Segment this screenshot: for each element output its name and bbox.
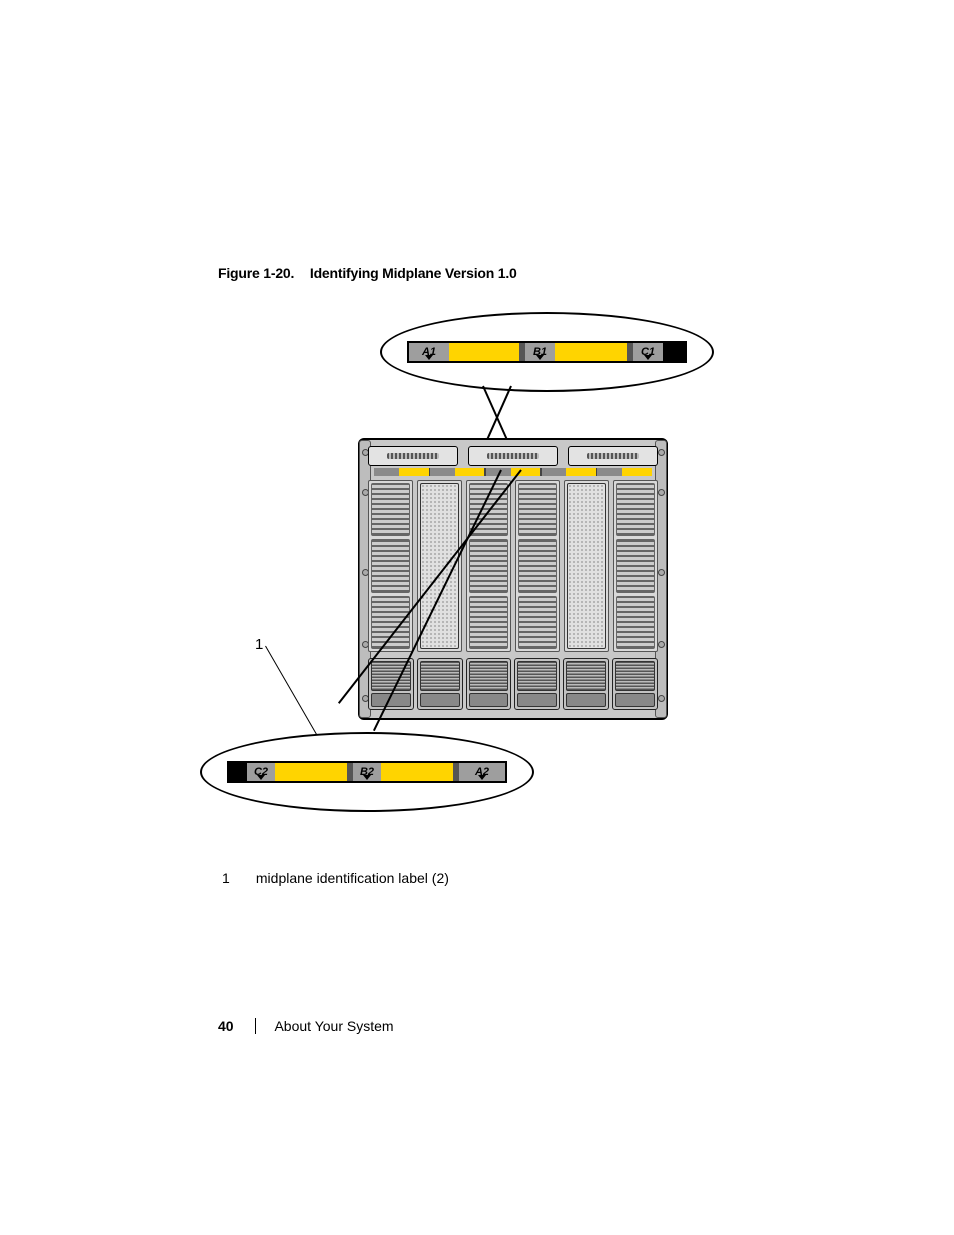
slot-1 bbox=[368, 480, 413, 652]
figure-caption: Figure 1-20. Identifying Midplane Versio… bbox=[218, 265, 517, 281]
strip-bottom-a2: A2 bbox=[459, 763, 505, 781]
strip-top-end bbox=[663, 343, 685, 361]
legend-row-text: midplane identification label (2) bbox=[256, 870, 449, 886]
page-number: 40 bbox=[218, 1018, 234, 1034]
psu-4 bbox=[514, 658, 560, 710]
diagram: A1 B1 C1 bbox=[210, 300, 750, 840]
strip-bottom-yellow-1 bbox=[275, 763, 347, 781]
slot-2-io bbox=[417, 480, 462, 652]
slot-5-io bbox=[564, 480, 609, 652]
callout-leader bbox=[265, 646, 325, 746]
strip-top-b1: B1 bbox=[525, 343, 555, 361]
callout-number: 1 bbox=[255, 636, 263, 653]
strip-bottom-yellow-2 bbox=[381, 763, 453, 781]
strip-top-yellow-2 bbox=[555, 343, 627, 361]
header-module-3 bbox=[568, 446, 658, 466]
mini-label-strip bbox=[374, 468, 652, 476]
detail-bubble-top: A1 B1 C1 bbox=[380, 312, 714, 392]
psu-5 bbox=[563, 658, 609, 710]
slot-6 bbox=[613, 480, 658, 652]
figure-number: Figure 1-20. bbox=[218, 265, 294, 281]
header-module-2 bbox=[468, 446, 558, 466]
strip-top-c1: C1 bbox=[633, 343, 663, 361]
page: Figure 1-20. Identifying Midplane Versio… bbox=[0, 0, 954, 1235]
footer-section: About Your System bbox=[255, 1018, 393, 1034]
slot-row bbox=[368, 480, 658, 652]
strip-bottom-c2: C2 bbox=[247, 763, 275, 781]
legend-row-num: 1 bbox=[222, 870, 252, 886]
slot-4 bbox=[515, 480, 560, 652]
psu-3 bbox=[466, 658, 512, 710]
psu-row bbox=[368, 658, 658, 710]
strip-bottom-b2: B2 bbox=[353, 763, 381, 781]
psu-6 bbox=[612, 658, 658, 710]
detail-bubble-bottom: C2 B2 A2 bbox=[200, 732, 534, 812]
chassis-diagram bbox=[358, 438, 668, 720]
footer: 40 About Your System bbox=[218, 1018, 394, 1034]
legend: 1 midplane identification label (2) bbox=[222, 870, 449, 886]
psu-1 bbox=[368, 658, 414, 710]
figure-title: Identifying Midplane Version 1.0 bbox=[310, 265, 517, 281]
strip-bottom-start bbox=[229, 763, 247, 781]
label-strip-top: A1 B1 C1 bbox=[407, 341, 687, 363]
strip-top-a1: A1 bbox=[409, 343, 449, 361]
psu-2 bbox=[417, 658, 463, 710]
strip-top-yellow-1 bbox=[449, 343, 519, 361]
header-modules bbox=[368, 446, 658, 464]
label-strip-bottom: C2 B2 A2 bbox=[227, 761, 507, 783]
slot-3 bbox=[466, 480, 511, 652]
leader-line-top bbox=[462, 386, 552, 446]
header-module-1 bbox=[368, 446, 458, 466]
